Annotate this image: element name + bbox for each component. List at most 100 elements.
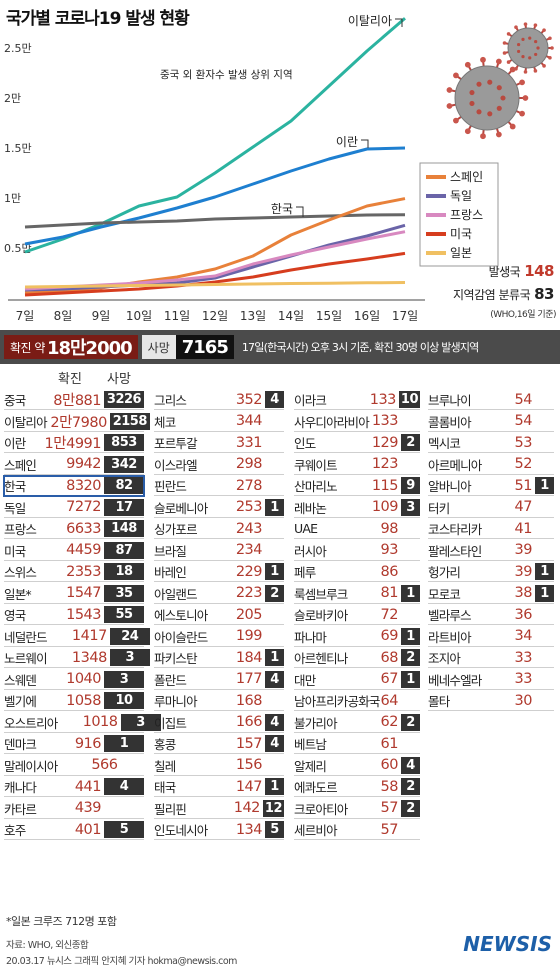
table-row: 남아프리카공화국 64: [294, 691, 420, 711]
header-confirmed: 확진: [58, 372, 82, 387]
table-row: 독일 7272 17: [4, 498, 144, 518]
country-name: 라트비아: [428, 629, 472, 645]
table-row: 프랑스 6633 148: [4, 519, 144, 539]
country-name: 호주: [4, 823, 26, 838]
source: 자료: WHO, 외신종합: [6, 940, 89, 951]
table-row: 네덜란드 1417 24: [4, 627, 150, 647]
country-name: 베네수엘라: [428, 672, 482, 688]
table-row: 레바논 109 3: [294, 498, 420, 518]
country-name: 알제리: [294, 758, 327, 774]
country-name: 브라질: [154, 543, 187, 559]
table-row: 이집트 166 4: [154, 713, 284, 733]
death-count: 342: [104, 455, 144, 473]
confirmed-count: 205: [235, 606, 263, 623]
series-label: 이란: [336, 135, 358, 149]
death-label: 사망: [141, 335, 176, 359]
confirmed-count: 133: [371, 413, 399, 429]
table-row: 한국 8320 82: [3, 475, 145, 497]
table-row: 말레이시아 566: [4, 756, 144, 776]
country-name: 대만: [294, 672, 316, 688]
confirmed-count: 441: [74, 778, 102, 795]
country-name: 콜롬비아: [428, 414, 472, 430]
death-count: 3: [401, 498, 420, 516]
confirmed-count: 109: [371, 499, 399, 515]
table-row: 아일랜드 223 2: [154, 584, 284, 604]
table-row: 헝가리 39 1: [428, 562, 554, 582]
country-name: 이라크: [294, 393, 327, 408]
country-name: 칠레: [154, 758, 176, 774]
table-row: 라트비아 34: [428, 627, 554, 647]
table-row: 아이슬란드 199: [154, 627, 284, 647]
confirmed-box: 확진 약 18만2000: [4, 335, 138, 359]
country-name: 브루나이: [428, 393, 472, 408]
country-name: 남아프리카공화국: [294, 694, 380, 709]
table-row: 터키 47: [428, 498, 554, 518]
x-tick-label: 16일: [354, 309, 380, 323]
confirmed-count: 229: [235, 563, 263, 580]
x-tick-label: 14일: [278, 309, 304, 323]
confirmed-count: 1348: [71, 649, 107, 666]
confirmed-count: 81: [380, 585, 399, 601]
table-row: 호주 401 5: [4, 820, 144, 840]
table-row: 영국 1543 55: [4, 605, 144, 625]
table-row: 베네수엘라 33: [428, 670, 554, 690]
country-name: 루마니아: [154, 694, 198, 709]
death-box: 사망 7165: [141, 335, 234, 359]
y-tick-label: 0.5만: [4, 242, 32, 255]
confirmed-count: 47: [514, 499, 533, 515]
death-count: 24: [109, 627, 150, 645]
country-name: UAE: [294, 521, 318, 536]
confirmed-count: 60: [380, 757, 399, 773]
confirmed-count: 234: [235, 542, 263, 558]
country-name: 태국: [154, 780, 176, 795]
country-name: 이탈리아: [4, 414, 48, 430]
confirmed-count: 39: [514, 542, 533, 558]
stat-local-value: 83: [534, 285, 554, 303]
confirmed-count: 4459: [66, 542, 101, 558]
death-count: 853: [104, 434, 144, 451]
table-row: 베트남 61: [294, 734, 420, 754]
country-name: 싱가포르: [154, 522, 198, 537]
table-row: UAE 98: [294, 519, 420, 539]
death-count: 1: [401, 627, 420, 645]
confirmed-count: 57: [380, 800, 399, 816]
death-count: 4: [265, 713, 284, 731]
table-row: 브루나이 54: [428, 390, 554, 410]
country-name: 오스트리아: [4, 715, 58, 731]
country-name: 말레이시아: [4, 758, 58, 774]
confirmed-count: 69: [380, 628, 399, 644]
confirmed-count: 7272: [66, 499, 101, 515]
country-name: 에콰도르: [294, 780, 338, 795]
series-line: [24, 251, 406, 297]
death-count: 1: [265, 563, 284, 580]
death-count: 82: [104, 477, 144, 494]
confirmed-count: 1547: [66, 585, 101, 601]
header-death: 사망: [107, 372, 131, 387]
virus-image-large: [446, 56, 529, 140]
stat-countries: 발생국 148: [489, 262, 555, 280]
country-name: 아이슬란드: [154, 629, 208, 645]
line-chart: 7일 8일 9일 10일 11일 12일 13일 14일 15일 16일 17일 0.5만 1만 1.5만…: [4, 14, 554, 323]
confirmed-count: 30: [514, 692, 533, 709]
country-name: 필리핀: [154, 801, 187, 817]
country-name: 인도: [294, 436, 316, 451]
country-name: 룩셈브루크: [294, 586, 348, 602]
table-row: 모로코 38 1: [428, 584, 554, 604]
death-count: 4: [104, 778, 144, 795]
table-row: 이란 1만4991 853: [4, 433, 144, 453]
confirmed-count: 54: [514, 391, 533, 408]
x-tick-label: 8일: [54, 309, 73, 323]
legend-label: 독일: [450, 189, 472, 203]
table-row: 인도 129 2: [294, 433, 420, 453]
death-count: 55: [104, 606, 144, 623]
confirmed-count: 199: [235, 628, 263, 644]
death-count: 1: [535, 563, 554, 580]
y-tick-label: 2만: [4, 92, 21, 105]
confirmed-count: 439: [74, 800, 102, 816]
table-row: 산마리노 115 9: [294, 476, 420, 496]
table-row: 미국 4459 87: [4, 541, 144, 561]
death-count: 10: [398, 391, 420, 408]
legend-label: 일본: [450, 246, 472, 260]
table-row: 멕시코 53: [428, 433, 554, 453]
country-name: 카타르: [4, 801, 37, 817]
